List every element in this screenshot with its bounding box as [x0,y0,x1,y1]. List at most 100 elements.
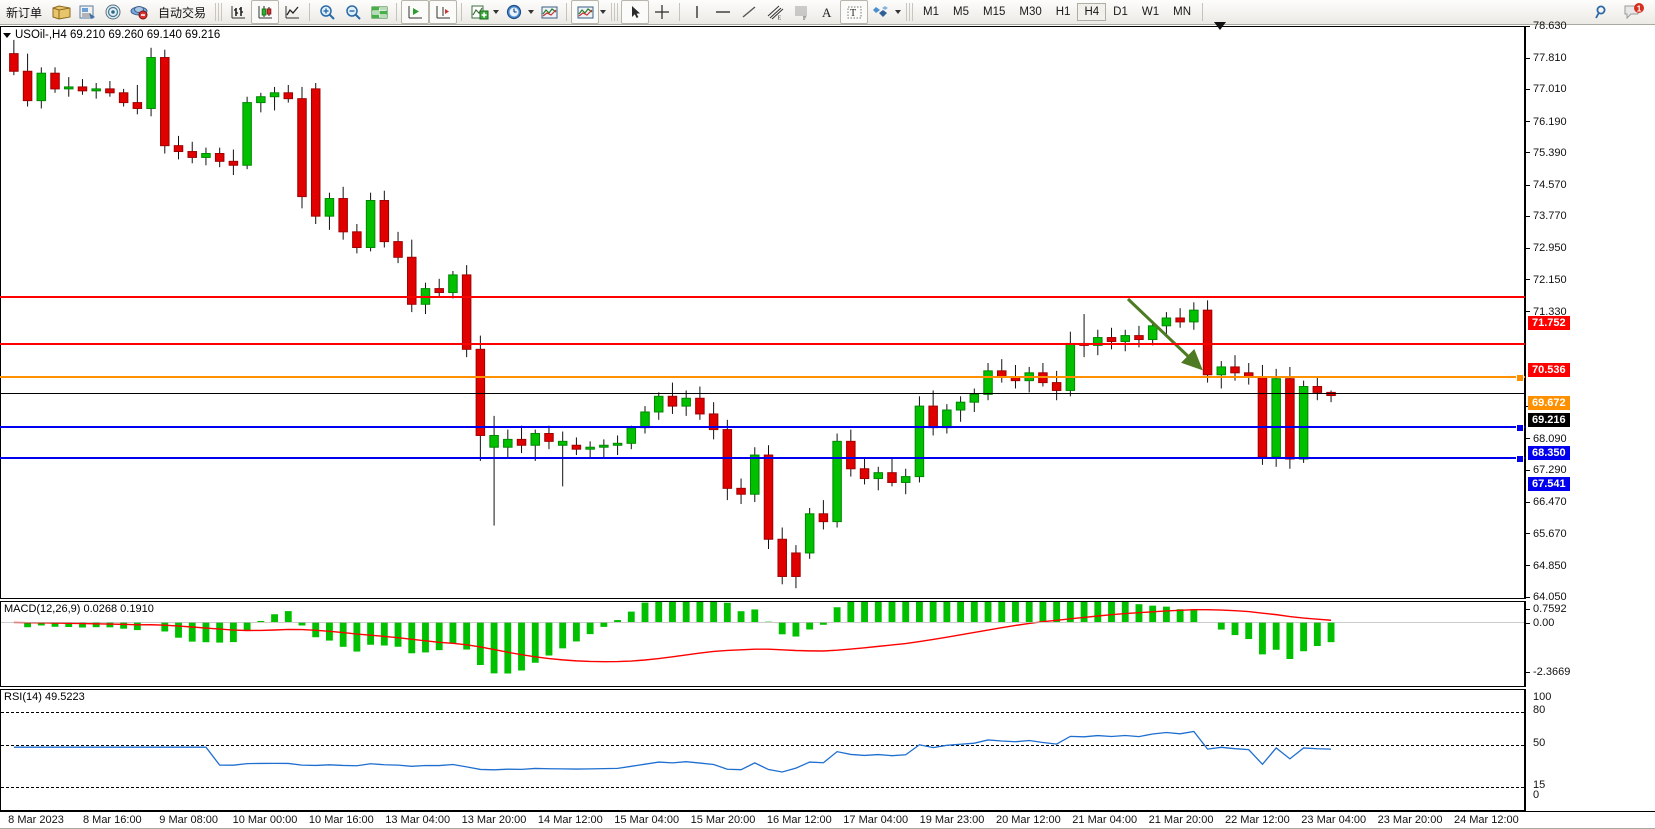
macd-axis: 0.7592 0.00 -2.3669 [1525,601,1655,687]
toolbar-grip-3[interactable] [906,3,914,21]
level-badge-67541[interactable]: 67.541 [1528,477,1570,491]
price-candles-svg [9,39,1336,589]
shapes-icon[interactable] [868,1,894,23]
toolbar-separator-2 [396,3,398,21]
period-clock-icon[interactable] [501,1,527,23]
timeframe-h4[interactable]: H4 [1077,3,1107,21]
level-line-support-1[interactable] [0,424,1525,432]
timeframe-d1[interactable]: D1 [1113,6,1128,18]
timeframe-m30[interactable]: M30 [1019,6,1042,18]
toolbar-separator-6 [1202,3,1203,21]
expert-advisor-icon[interactable] [126,1,152,23]
toolbar-grip[interactable] [215,3,223,21]
time-axis-label: 16 Mar 12:00 [766,814,832,826]
level-badge-71752[interactable]: 71.752 [1528,316,1570,330]
price-tick: 71.330 [1526,306,1567,318]
trendline-icon[interactable] [736,1,762,23]
level-badge-69672[interactable]: 69.672 [1528,396,1570,410]
time-axis-label: 8 Mar 16:00 [82,814,142,826]
price-tick: 72.950 [1526,242,1567,255]
templates-dropdown-arrow[interactable] [600,10,607,14]
toolbar-separator [309,3,311,21]
chat-icon[interactable]: 1 1 [1621,1,1647,23]
level-line-entry[interactable] [0,374,1525,382]
toolbar-separator-5 [679,3,681,21]
level-line-resistance-2[interactable] [0,343,1525,345]
toolbar-grip-2[interactable] [611,3,619,21]
rsi-indicator-pane[interactable] [0,689,1525,811]
time-axis-label: 23 Mar 20:00 [1377,814,1443,826]
symbol-ohlc-label: USOil-,H4 69.210 69.260 69.140 69.216 [15,29,221,41]
text-label-icon[interactable]: T [840,0,869,24]
level-line-resistance-1[interactable] [0,296,1525,298]
price-axis[interactable]: 78.630 77.810 77.010 76.190 75.390 74.570 73.7… [1525,20,1655,603]
toolbar-separator-3 [461,3,463,21]
macd-plot-svg [1,602,1524,674]
support2-line-handle[interactable] [1516,455,1524,463]
add-indicator-dropdown-arrow[interactable] [493,10,500,14]
level-badge-70536[interactable]: 70.536 [1528,363,1570,377]
time-axis-label: 15 Mar 20:00 [690,814,756,826]
vertical-line-icon[interactable] [684,1,710,23]
rsi-label: RSI(14) 49.5223 [4,691,85,703]
text-icon[interactable]: A [814,1,840,23]
crosshair-icon[interactable] [649,1,675,23]
candlestick-chart-icon[interactable] [251,0,280,24]
shift-end-icon[interactable] [429,0,458,24]
svg-text:E: E [777,15,781,21]
folder-icon[interactable] [48,1,74,23]
time-axis[interactable]: 8 Mar 2023 8 Mar 16:00 9 Mar 08:00 10 Mar 0… [0,811,1655,829]
macd-tick-low: -2.3669 [1533,666,1571,679]
search-icon[interactable] [1589,1,1615,23]
price-tick: 76.190 [1526,116,1567,128]
svg-text:T: T [850,8,856,19]
templates-icon[interactable] [536,1,562,23]
price-chart-pane[interactable] [0,26,1525,599]
time-axis-label: 21 Mar 20:00 [1148,814,1214,826]
bar-chart-icon[interactable] [225,1,251,23]
timeframe-m1[interactable]: M1 [923,6,940,18]
timeframe-m5[interactable]: M5 [953,6,969,18]
rsi-plot-svg [13,730,1332,773]
time-axis-label: 10 Mar 00:00 [232,814,298,826]
rsi-tick-50: 50 [1533,737,1546,750]
news-icon[interactable] [74,1,100,23]
timeframe-h1[interactable]: H1 [1055,6,1071,18]
support1-line-handle[interactable] [1516,424,1524,432]
auto-trading-button[interactable]: 自动交易 [152,1,212,23]
line-chart-icon[interactable] [279,1,305,23]
price-tick: 77.810 [1526,52,1567,64]
symbol-label-row: USOil-,H4 69.210 69.260 69.140 69.216 [3,29,220,41]
shift-start-icon[interactable] [401,0,430,24]
zoom-out-icon[interactable] [340,1,366,23]
price-tick: 78.630 [1526,20,1567,32]
timeframe-w1[interactable]: W1 [1141,6,1160,18]
grid-icon[interactable] [366,1,392,23]
zoom-in-icon[interactable] [314,1,340,23]
macd-indicator-pane[interactable] [0,601,1525,687]
time-axis-label: 8 Mar 2023 [8,814,64,826]
add-indicator-icon[interactable] [466,1,492,23]
new-order-label: 新订单 [6,5,43,20]
auto-trading-label: 自动交易 [158,5,207,20]
timeframe-m15[interactable]: M15 [983,6,1006,18]
horizontal-line-icon[interactable] [710,1,736,23]
fibonacci-icon[interactable]: F [788,1,814,23]
macd-label: MACD(12,26,9) 0.0268 0.1910 [4,603,154,615]
level-badge-68350[interactable]: 68.350 [1528,446,1570,460]
signal-icon[interactable] [100,1,126,23]
shapes-dropdown-arrow[interactable] [895,10,902,14]
new-order-button[interactable]: 新订单 [0,1,48,23]
equidistant-channel-icon[interactable]: E [762,1,788,23]
level-line-support-2[interactable] [0,455,1525,463]
svg-text:F: F [803,16,807,21]
cursor-icon[interactable] [621,0,650,24]
templates-list-icon[interactable] [571,0,600,24]
timeframe-mn[interactable]: MN [1173,6,1191,18]
period-dropdown-arrow[interactable] [528,10,535,14]
entry-line-handle[interactable] [1516,374,1524,382]
time-axis-label: 24 Mar 12:00 [1453,814,1519,826]
symbol-dropdown-icon[interactable] [3,32,11,38]
svg-text:1: 1 [1637,3,1642,13]
